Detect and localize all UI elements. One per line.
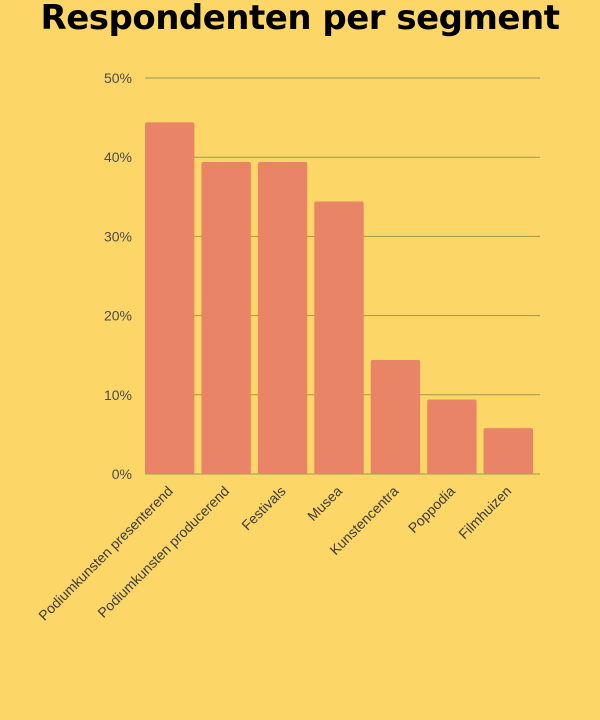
bar [370,359,421,474]
y-tick-label: 10% [104,387,132,403]
x-tick-label: Festivals [238,483,288,533]
chart-title: Respondenten per segment [40,0,560,38]
bar [257,161,308,474]
y-tick-label: 30% [104,228,132,244]
x-tick-label: Poppodia [405,483,458,536]
y-tick-label: 20% [104,308,132,324]
y-tick-label: 40% [104,149,132,165]
bar [427,399,477,474]
x-tick-label: Musea [304,483,345,524]
y-tick-label: 50% [104,70,132,86]
x-tick-label: Filmhuizen [455,483,514,542]
bar [483,428,533,474]
bar [145,122,195,475]
bar [201,161,251,474]
bar [314,201,364,474]
y-tick-label: 0% [112,466,132,482]
